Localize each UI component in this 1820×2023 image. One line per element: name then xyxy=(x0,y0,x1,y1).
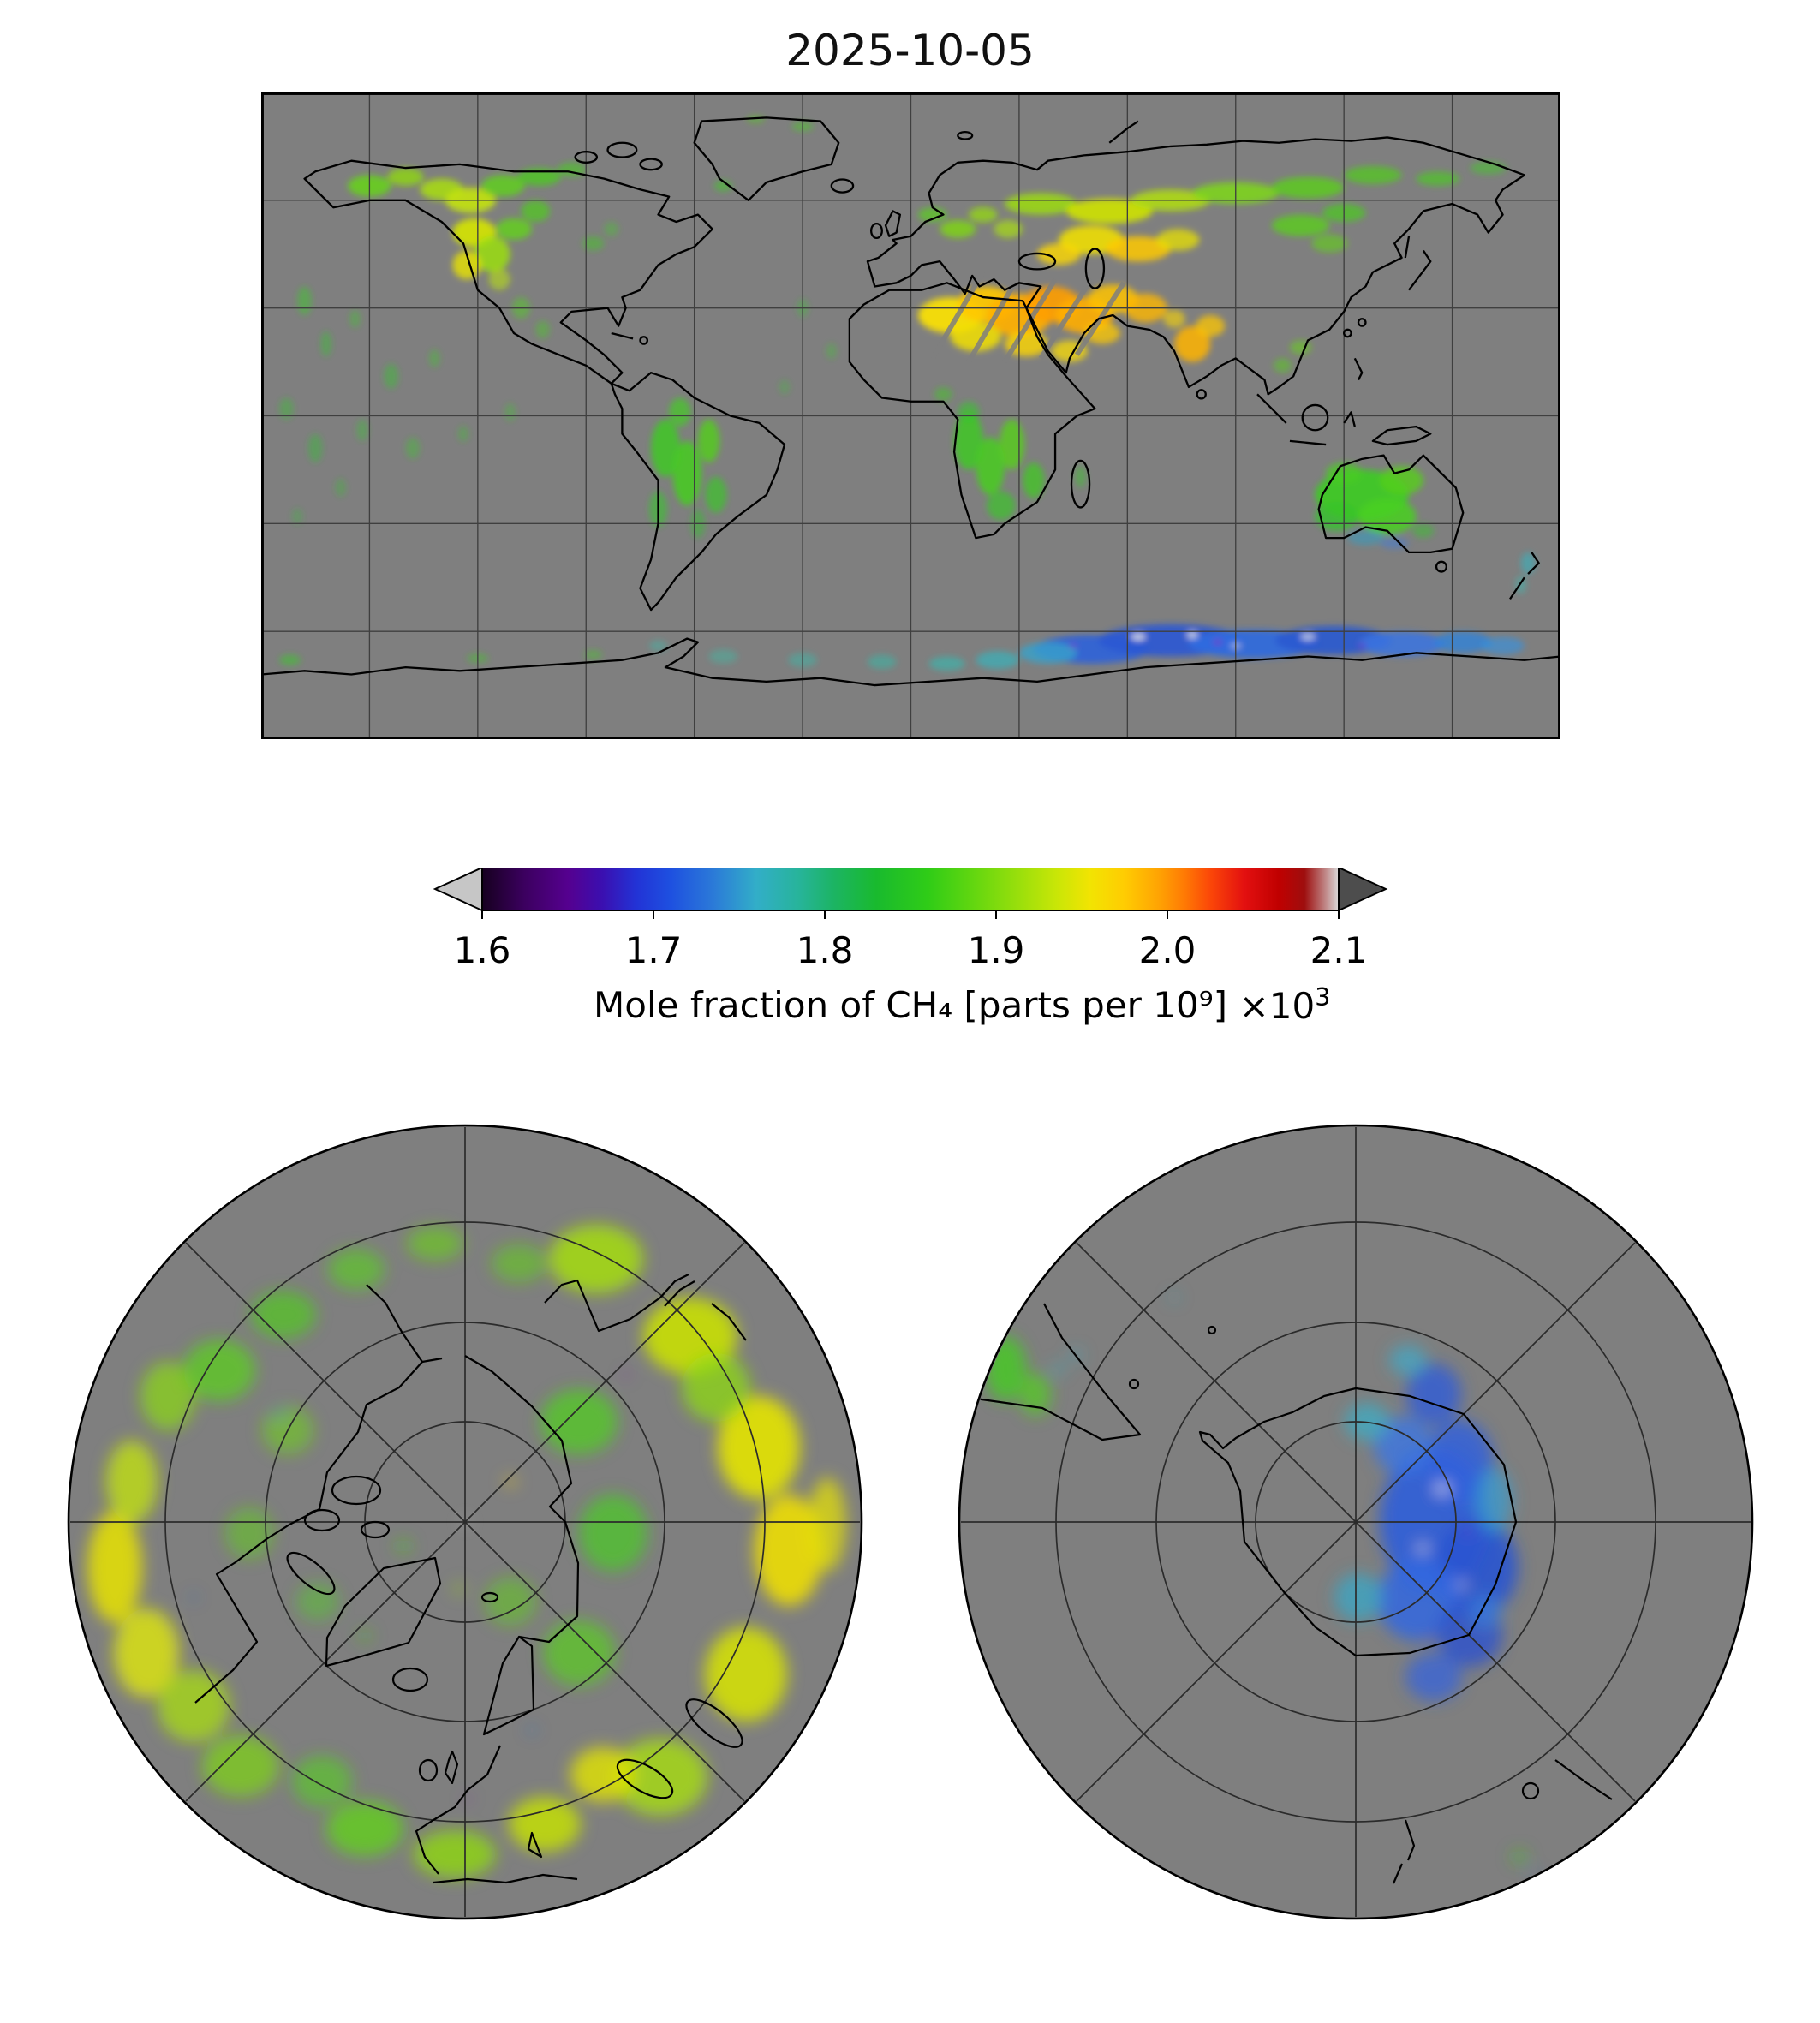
world-map-border xyxy=(261,92,1560,739)
colorbar-tick-label: 2.1 xyxy=(1310,929,1368,971)
south-polar-coastlines xyxy=(975,1303,1613,1884)
colorbar-axis-label: Mole fraction of CH₄ [parts per 10⁹] xyxy=(594,984,1227,1026)
colorbar-tick-label: 2.0 xyxy=(1138,929,1196,971)
offset-mantissa: ×10 xyxy=(1238,985,1316,1027)
south-polar-boundary xyxy=(958,1124,1754,1920)
south-polar-panel xyxy=(956,1122,1756,1922)
colorbar-extend-right-arrow xyxy=(1338,868,1388,912)
colorbar-tick-label: 1.6 xyxy=(453,929,511,971)
north-polar-coastlines xyxy=(194,1274,747,1884)
north-polar-svg xyxy=(67,1124,863,1920)
colorbar-svg xyxy=(433,868,1388,919)
world-coastlines xyxy=(261,116,1560,687)
north-polar-graticule xyxy=(70,1127,860,1917)
colorbar-gradient-bar xyxy=(481,868,1340,911)
colorbar-tick-label: 1.8 xyxy=(796,929,854,971)
swath-gaps xyxy=(930,271,1126,364)
figure-title: 2025-10-05 xyxy=(785,26,1035,75)
world-map-panel xyxy=(261,92,1560,739)
colorbar-tick-label: 1.9 xyxy=(967,929,1025,971)
south-polar-svg xyxy=(958,1124,1754,1920)
south-polar-graticule xyxy=(961,1127,1751,1917)
north-polar-boundary xyxy=(67,1124,863,1920)
offset-exponent: 3 xyxy=(1315,982,1331,1012)
colorbar-offset-text: ×103 xyxy=(1239,982,1331,1027)
world-map-svg xyxy=(261,92,1560,739)
colorbar-panel: 1.6 1.7 1.8 1.9 2.0 2.1 Mole fraction of… xyxy=(431,868,1390,1039)
colorbar-ticks xyxy=(481,910,1340,919)
colorbar-extend-left-arrow xyxy=(433,868,483,912)
north-polar-panel xyxy=(65,1122,865,1922)
colorbar-tick-label: 1.7 xyxy=(624,929,683,971)
world-gridlines xyxy=(261,92,1560,739)
